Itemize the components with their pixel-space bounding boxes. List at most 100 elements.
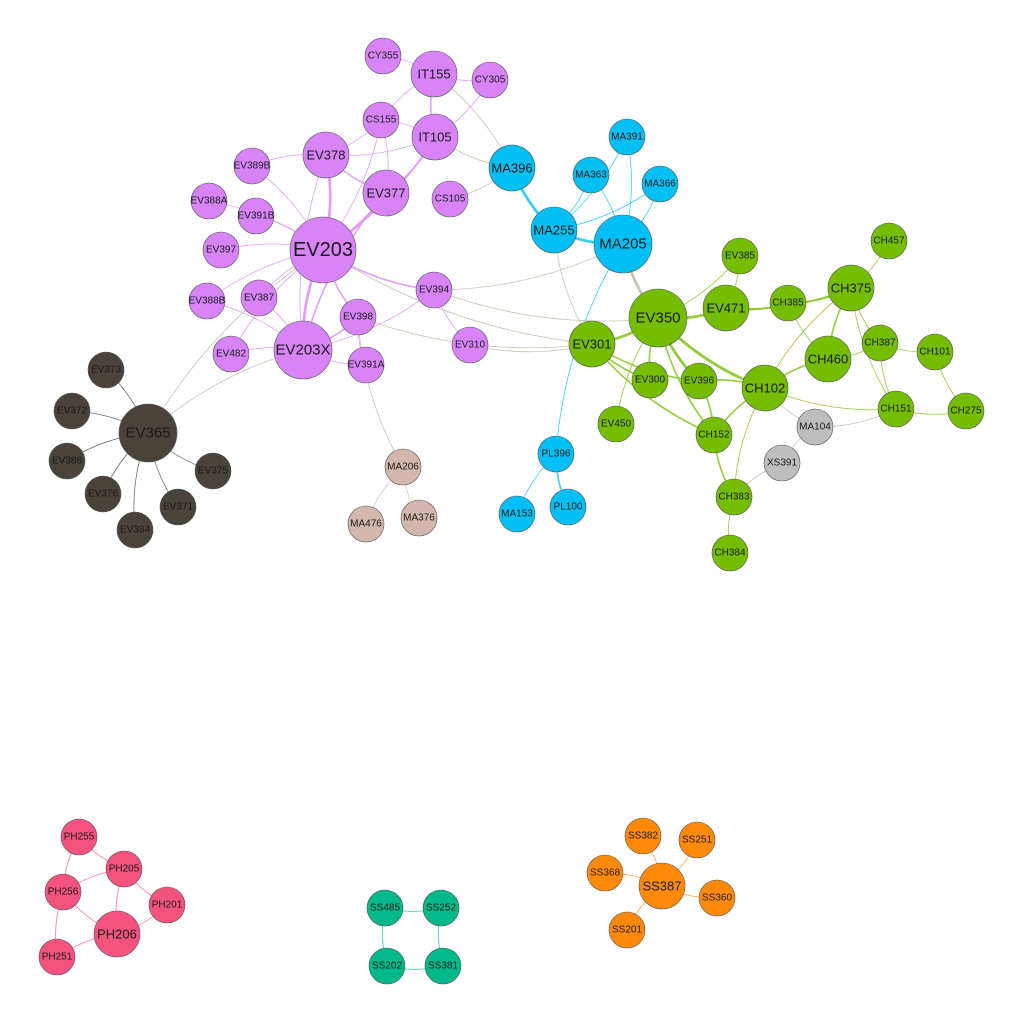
node-circle[interactable]: [240, 279, 278, 317]
node-circle[interactable]: [400, 499, 438, 537]
node-ph255[interactable]: PH255: [60, 818, 98, 856]
node-ev203x[interactable]: EV203X: [273, 320, 333, 380]
node-ev386[interactable]: EV386: [48, 442, 86, 480]
node-ch460[interactable]: CH460: [804, 335, 852, 383]
node-ch151[interactable]: CH151: [877, 390, 915, 428]
node-circle[interactable]: [60, 818, 98, 856]
node-circle[interactable]: [608, 118, 646, 156]
node-ma376[interactable]: MA376: [400, 499, 438, 537]
node-circle[interactable]: [678, 821, 716, 859]
node-ch375[interactable]: CH375: [827, 264, 875, 312]
node-cy305[interactable]: CY305: [471, 61, 509, 99]
node-ma396[interactable]: MA396: [488, 144, 536, 192]
node-ev372[interactable]: EV372: [53, 392, 91, 430]
node-ev375[interactable]: EV375: [194, 452, 232, 490]
node-circle[interactable]: [680, 362, 718, 400]
node-circle[interactable]: [44, 873, 82, 911]
node-ss360[interactable]: SS360: [698, 879, 736, 917]
node-circle[interactable]: [364, 37, 402, 75]
node-circle[interactable]: [530, 206, 578, 254]
node-circle[interactable]: [105, 850, 143, 888]
node-pl100[interactable]: PL100: [549, 488, 587, 526]
node-circle[interactable]: [366, 889, 404, 927]
node-cy355[interactable]: CY355: [364, 37, 402, 75]
node-circle[interactable]: [608, 911, 646, 949]
node-circle[interactable]: [212, 335, 250, 373]
node-circle[interactable]: [586, 854, 624, 892]
node-ma255[interactable]: MA255: [530, 206, 578, 254]
node-ma206[interactable]: MA206: [384, 448, 422, 486]
node-circle[interactable]: [190, 182, 228, 220]
node-ma476[interactable]: MA476: [347, 505, 385, 543]
node-ev397[interactable]: EV397: [202, 231, 240, 269]
node-circle[interactable]: [827, 264, 875, 312]
node-circle[interactable]: [877, 390, 915, 428]
node-circle[interactable]: [698, 879, 736, 917]
node-circle[interactable]: [424, 947, 462, 985]
node-ss382[interactable]: SS382: [624, 817, 662, 855]
node-circle[interactable]: [597, 405, 635, 443]
node-ss381[interactable]: SS381: [424, 947, 462, 985]
node-ch385[interactable]: CH385: [769, 284, 807, 322]
node-circle[interactable]: [641, 165, 679, 203]
node-circle[interactable]: [159, 488, 197, 526]
node-ch457[interactable]: CH457: [870, 222, 908, 260]
node-circle[interactable]: [188, 282, 226, 320]
node-xs391[interactable]: XS391: [763, 444, 801, 482]
node-ss251[interactable]: SS251: [678, 821, 716, 859]
node-ev391a[interactable]: EV391A: [348, 346, 385, 384]
node-circle[interactable]: [947, 392, 985, 430]
node-circle[interactable]: [53, 392, 91, 430]
node-ch101[interactable]: CH101: [916, 333, 954, 371]
node-it155[interactable]: IT155: [410, 50, 458, 98]
node-ma205[interactable]: MA205: [593, 214, 653, 274]
node-ss485[interactable]: SS485: [366, 889, 404, 927]
node-ev389b[interactable]: EV389B: [234, 147, 271, 185]
node-circle[interactable]: [488, 144, 536, 192]
node-circle[interactable]: [572, 156, 610, 194]
node-circle[interactable]: [48, 442, 86, 480]
node-circle[interactable]: [38, 938, 76, 976]
node-ph251[interactable]: PH251: [38, 938, 76, 976]
node-circle[interactable]: [568, 320, 616, 368]
node-circle[interactable]: [431, 180, 469, 218]
node-circle[interactable]: [347, 505, 385, 543]
node-ch275[interactable]: CH275: [947, 392, 985, 430]
node-circle[interactable]: [471, 61, 509, 99]
node-circle[interactable]: [368, 947, 406, 985]
node-circle[interactable]: [769, 284, 807, 322]
node-ev396[interactable]: EV396: [680, 362, 718, 400]
node-circle[interactable]: [237, 197, 275, 235]
node-circle[interactable]: [194, 452, 232, 490]
node-ss252[interactable]: SS252: [422, 889, 460, 927]
node-ev482[interactable]: EV482: [212, 335, 250, 373]
node-ma366[interactable]: MA366: [641, 165, 679, 203]
node-ev450[interactable]: EV450: [597, 405, 635, 443]
node-circle[interactable]: [362, 101, 400, 139]
node-circle[interactable]: [695, 416, 733, 454]
node-circle[interactable]: [721, 237, 759, 275]
node-ss201[interactable]: SS201: [608, 911, 646, 949]
node-ev471[interactable]: EV471: [702, 284, 750, 332]
node-ph206[interactable]: PH206: [93, 910, 141, 958]
node-ss202[interactable]: SS202: [368, 947, 406, 985]
node-ev394[interactable]: EV394: [415, 271, 453, 309]
node-circle[interactable]: [116, 511, 154, 549]
node-circle[interactable]: [93, 910, 141, 958]
node-ev387[interactable]: EV387: [240, 279, 278, 317]
node-ev398[interactable]: EV398: [339, 298, 377, 336]
node-it105[interactable]: IT105: [411, 113, 459, 161]
node-circle[interactable]: [638, 862, 686, 910]
node-cs105[interactable]: CS105: [431, 180, 469, 218]
node-circle[interactable]: [628, 288, 688, 348]
node-circle[interactable]: [631, 361, 669, 399]
node-circle[interactable]: [422, 889, 460, 927]
node-ch102[interactable]: CH102: [741, 364, 789, 412]
node-ev301[interactable]: EV301: [568, 320, 616, 368]
node-circle[interactable]: [593, 214, 653, 274]
node-ev310[interactable]: EV310: [451, 326, 489, 364]
node-ev377[interactable]: EV377: [362, 169, 410, 217]
node-circle[interactable]: [804, 335, 852, 383]
node-circle[interactable]: [148, 886, 186, 924]
node-ma363[interactable]: MA363: [572, 156, 610, 194]
